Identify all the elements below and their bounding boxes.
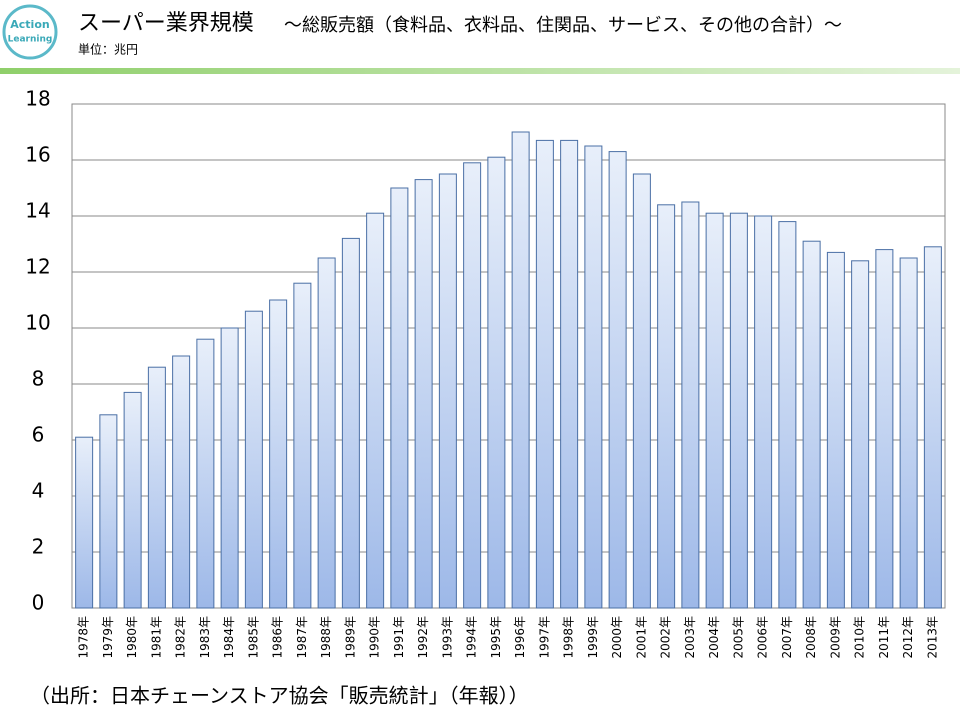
bar [778,221,797,609]
x-tick-label: 2013年 [925,616,939,659]
y-tick-label: 12 [25,255,50,279]
source: （出所：日本チェーンストア協会「販売統計」（年報）） [30,684,529,708]
bar [147,366,166,609]
bar [754,215,773,609]
bar [899,257,918,609]
bar [196,338,215,609]
bar [414,179,433,609]
bar [705,212,724,609]
x-tick-label: 1999年 [586,616,600,659]
bar [366,212,385,609]
y-tick-label: 8 [32,367,45,391]
x-tick-label: 1978年 [77,616,91,659]
x-tick-label: 1986年 [271,616,285,659]
bar [923,246,942,609]
x-tick-label: 1997年 [537,616,551,659]
x-tick-label: 1991年 [392,616,406,659]
x-tick-label: 1996年 [513,616,527,659]
bar [317,257,336,609]
x-tick-label: 1990年 [368,616,382,659]
x-tick-label: 2004年 [707,616,721,659]
bar [802,240,821,609]
bar [584,145,603,609]
logo-text: Action [10,18,49,31]
x-tick-label: 2009年 [828,616,842,659]
bar [632,173,651,609]
bar [511,131,530,609]
bar [657,204,676,609]
x-tick-label: 2011年 [877,616,891,659]
y-tick-label: 6 [32,423,45,447]
y-tick-label: 18 [25,87,50,111]
y-tick-label: 14 [25,199,50,223]
y-tick-label: 16 [25,143,50,167]
x-tick-label: 1994年 [465,616,479,659]
x-tick-label: 1982年 [174,616,188,659]
y-tick-label: 4 [32,479,45,503]
bar [438,173,457,609]
y-tick-label: 10 [25,311,50,335]
logo-text: Learning [8,35,53,45]
bar [75,436,94,609]
x-tick-label: 2010年 [853,616,867,659]
x-tick-label: 2008年 [804,616,818,659]
bar [875,249,894,609]
bar [535,139,554,609]
x-tick-label: 1995年 [489,616,503,659]
x-tick-label: 1984年 [222,616,236,659]
bar [244,310,263,609]
unit: 単位：兆円 [78,42,138,57]
title: スーパー業界規模 [78,11,254,36]
bar [123,391,142,609]
x-tick-label: 2005年 [731,616,745,659]
x-tick-label: 1989年 [343,616,357,659]
bar [293,282,312,609]
x-tick-label: 1980年 [125,616,139,659]
x-tick-label: 1988年 [319,616,333,659]
header-rule [0,68,960,74]
x-tick-label: 1979年 [101,616,115,659]
x-tick-label: 2002年 [659,616,673,659]
bar [560,139,579,609]
bar [99,414,118,609]
bar [269,299,288,609]
bar [172,355,191,609]
bar [729,212,748,609]
logo: Action Learning [2,4,58,60]
x-tick-label: 1981年 [149,616,163,659]
y-tick-label: 0 [32,591,45,615]
x-tick-label: 1993年 [440,616,454,659]
bar [851,260,870,609]
x-tick-label: 2006年 [756,616,770,659]
bar [390,187,409,609]
bar [220,327,239,609]
x-tick-label: 1985年 [246,616,260,659]
subtitle: ～総販売額（食料品、衣料品、住関品、サービス、その他の合計）～ [284,15,842,36]
x-tick-label: 2003年 [683,616,697,659]
bar [463,162,482,609]
bar [341,237,360,609]
x-tick-label: 1998年 [562,616,576,659]
x-tick-label: 2001年 [634,616,648,659]
x-tick-label: 2012年 [901,616,915,659]
x-tick-label: 2007年 [780,616,794,659]
logo-ring [2,4,58,60]
y-tick-label: 2 [32,535,45,559]
bar [608,151,627,609]
x-tick-label: 1983年 [198,616,212,659]
bar [826,251,845,609]
x-tick-label: 2000年 [610,616,624,659]
x-tick-label: 1987年 [295,616,309,659]
bar [681,201,700,609]
bar [487,156,506,609]
x-tick-label: 1992年 [416,616,430,659]
